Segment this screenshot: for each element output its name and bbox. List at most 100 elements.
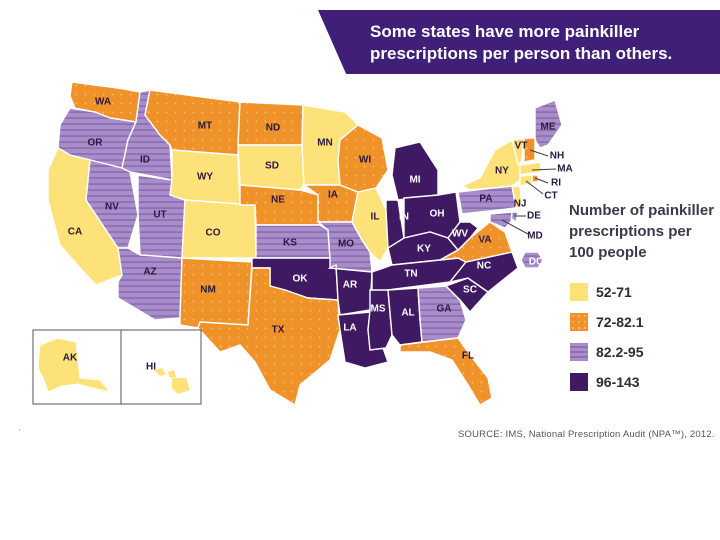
legend-label: 96-143 — [596, 374, 640, 390]
legend-swatch — [570, 373, 588, 391]
state-label-mi: MI — [409, 175, 420, 186]
state-label-mo: MO — [338, 239, 354, 250]
state-label-co: CO — [206, 228, 221, 239]
state-label-ia: IA — [328, 190, 338, 201]
state-label-hi: HI — [146, 362, 156, 373]
state-label-ca: CA — [68, 227, 82, 238]
state-md — [489, 211, 513, 229]
state-mi — [391, 141, 439, 201]
legend-title-line: prescriptions per — [569, 223, 692, 240]
state-labels: WA OR CA ID NV UT AZ MT WY CO NM ND SD NE KS OK TX MN IA MO… — [63, 97, 573, 373]
state-label-id: ID — [140, 155, 150, 166]
state-label-mt: MT — [198, 121, 212, 132]
state-label-nh: NH — [550, 151, 564, 162]
state-sd — [237, 144, 305, 191]
state-label-nc: NC — [477, 261, 491, 272]
state-label-in: IN — [399, 212, 409, 223]
leader-lines — [501, 149, 557, 235]
state-label-az: AZ — [143, 267, 156, 278]
state-ak — [37, 337, 112, 393]
title-line-1: Some states have more painkiller — [370, 22, 640, 41]
state-label-ny: NY — [495, 166, 509, 177]
state-label-nm: NM — [200, 285, 216, 296]
state-label-nv: NV — [105, 202, 119, 213]
state-hi-island — [168, 370, 176, 378]
state-label-la: LA — [343, 323, 356, 334]
state-label-ky: KY — [417, 244, 431, 255]
state-label-ak: AK — [63, 353, 78, 364]
legend-title-line: Number of painkiller — [569, 202, 715, 219]
state-label-wa: WA — [95, 97, 111, 108]
state-label-or: OR — [88, 138, 104, 149]
legend-swatch — [570, 283, 588, 301]
hawaii-inset-frame — [120, 329, 202, 405]
state-label-nd: ND — [266, 123, 280, 134]
state-label-oh: OH — [430, 209, 445, 220]
state-nm — [179, 257, 253, 329]
legend-swatch — [570, 313, 588, 331]
state-hi-island — [154, 368, 166, 376]
state-az — [117, 247, 183, 321]
state-fl — [399, 337, 493, 406]
state-label-me: ME — [541, 122, 556, 133]
leader-line-ma — [531, 168, 557, 171]
legend-label: 82.2-95 — [596, 344, 644, 360]
state-hi-island — [172, 378, 190, 394]
title-banner: Some states have more painkiller prescri… — [318, 10, 720, 74]
state-label-nj: NJ — [514, 199, 527, 210]
leader-line-md — [501, 219, 529, 235]
legend-swatch — [570, 343, 588, 361]
state-label-ne: NE — [271, 195, 285, 206]
state-label-dc: DC — [529, 257, 543, 268]
state-ma — [519, 161, 543, 176]
state-nj — [511, 185, 523, 211]
state-il — [351, 187, 389, 264]
state-label-tn: TN — [404, 269, 417, 280]
leader-line-ri — [534, 177, 549, 184]
state-label-al: AL — [401, 308, 414, 319]
state-label-fl: FL — [462, 351, 474, 362]
states-layer — [47, 81, 563, 407]
state-label-wv: WV — [452, 229, 468, 240]
state-label-ar: AR — [343, 280, 358, 291]
state-dc — [520, 251, 544, 269]
state-label-ks: KS — [283, 238, 297, 249]
state-label-pa: PA — [479, 194, 492, 205]
state-nv — [85, 159, 139, 249]
state-vt — [511, 137, 525, 167]
state-label-ct: CT — [544, 191, 557, 202]
state-ny — [460, 139, 523, 191]
state-label-wi: WI — [359, 155, 371, 166]
state-label-tx: TX — [272, 325, 285, 336]
leader-line-nh — [529, 149, 549, 157]
legend-title-line: 100 people — [569, 244, 647, 261]
legend-label: 72-82.1 — [596, 314, 644, 330]
state-label-ut: UT — [153, 210, 166, 221]
state-label-mn: MN — [317, 138, 333, 149]
state-label-vt: VT — [515, 141, 528, 152]
insets-layer — [32, 329, 202, 405]
state-label-va: VA — [478, 235, 491, 246]
state-label-de: DE — [527, 211, 541, 222]
title-line-2: prescriptions per person than others. — [370, 44, 673, 63]
state-label-sc: SC — [463, 285, 477, 296]
state-ca — [47, 147, 123, 286]
state-tx — [197, 267, 341, 407]
source-note: SOURCE: IMS, National Prescription Audit… — [458, 429, 715, 440]
state-label-il: IL — [371, 212, 380, 223]
legend-label: 52-71 — [596, 284, 632, 300]
state-label-ri: RI — [551, 178, 561, 189]
state-label-wy: WY — [197, 172, 213, 183]
state-label-ma: MA — [557, 164, 573, 175]
state-nh — [523, 137, 536, 163]
state-label-sd: SD — [265, 161, 279, 172]
legend-title: Number of painkiller prescriptions per 1… — [569, 200, 719, 263]
state-label-ok: OK — [293, 274, 309, 285]
state-label-ga: GA — [437, 304, 452, 315]
stray-mark: ' — [19, 428, 21, 437]
leader-line-ct — [525, 180, 544, 195]
state-label-md: MD — [527, 231, 543, 242]
state-label-ms: MS — [371, 304, 386, 315]
state-wv — [447, 221, 479, 252]
